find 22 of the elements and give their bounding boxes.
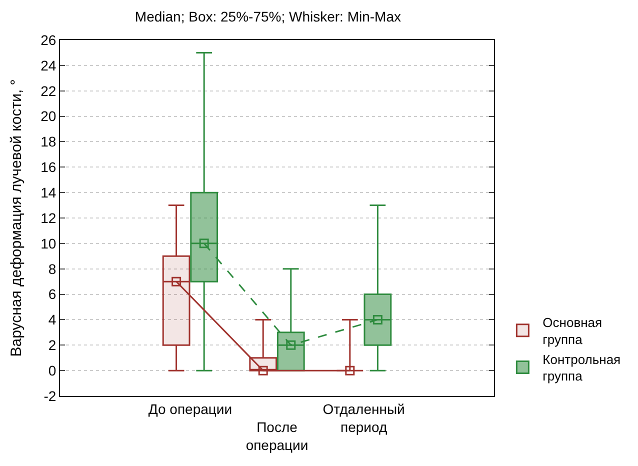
y-axis-title: Варусная деформация лучевой кости, ° [8, 79, 25, 357]
legend-label: Контрольная группа [542, 352, 621, 384]
y-tick-label: 16 [40, 159, 56, 176]
y-tick-label: 20 [40, 108, 56, 124]
y-tick-label: -2 [44, 388, 56, 404]
legend-label: Основная группа [542, 315, 602, 347]
y-tick-label: 2 [48, 337, 56, 354]
y-tick-label: 0 [48, 362, 56, 378]
chart-title: Median; Box: 25%-75%; Whisker: Min-Max [134, 8, 402, 24]
y-tick-label: 10 [40, 235, 56, 252]
y-tick-label: 14 [40, 184, 56, 200]
x-tick-label: До операции [148, 400, 232, 417]
y-tick-label: 4 [48, 312, 56, 328]
y-tick-label: 24 [40, 57, 56, 74]
y-tick-label: 6 [48, 286, 56, 302]
y-tick-label: 8 [48, 260, 56, 277]
y-tick-label: 22 [40, 82, 56, 99]
x-tick-label: После операции [246, 419, 308, 454]
x-tick-label: Отдаленный период [322, 400, 405, 435]
y-tick-label: 12 [40, 210, 56, 226]
y-tick-label: 18 [40, 134, 56, 150]
y-tick-label: 26 [40, 32, 56, 48]
